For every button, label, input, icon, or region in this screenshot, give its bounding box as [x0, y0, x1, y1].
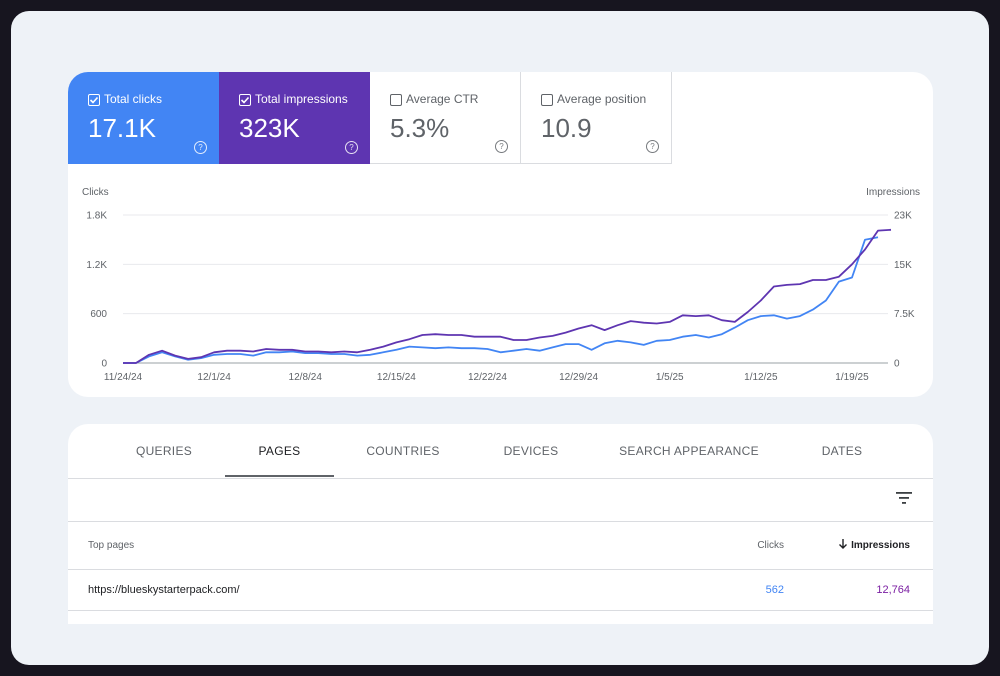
- series-line-impressions[interactable]: [123, 228, 892, 364]
- metric-average-position[interactable]: Average position 10.9 ?: [521, 72, 672, 164]
- x-axis-tick-label: 11/24/24: [104, 372, 143, 383]
- metric-label: Total clicks: [104, 92, 163, 106]
- right-axis-tick-label: 0: [894, 359, 900, 370]
- row-clicks-value: 562: [765, 584, 784, 596]
- table-toolbar: [68, 479, 933, 522]
- help-icon[interactable]: ?: [646, 140, 659, 153]
- metric-value: 323K: [239, 113, 300, 143]
- app-frame: Total clicks 17.1K ? Total impressions 3…: [11, 11, 989, 665]
- tab-devices[interactable]: DEVICES: [503, 444, 559, 458]
- tab-pages[interactable]: PAGES: [258, 444, 301, 458]
- tab-queries[interactable]: QUERIES: [135, 444, 193, 458]
- x-axis-tick-label: 12/22/24: [468, 372, 507, 383]
- column-header-top-pages[interactable]: Top pages: [88, 540, 135, 551]
- right-axis-tick-label: 7.5K: [894, 309, 915, 320]
- performance-card: Total clicks 17.1K ? Total impressions 3…: [68, 72, 933, 397]
- x-axis-tick-label: 1/5/25: [656, 372, 684, 383]
- series-line-clicks[interactable]: [123, 236, 879, 364]
- left-axis-tick-label: 1.2K: [86, 260, 107, 271]
- checkbox-unchecked-icon[interactable]: [541, 94, 553, 106]
- table-row[interactable]: https://blueskystarterpack.com/ 562 12,7…: [68, 570, 933, 611]
- left-axis-tick-label: 0: [101, 359, 107, 370]
- checkbox-checked-icon[interactable]: [239, 94, 251, 106]
- filter-icon[interactable]: [895, 491, 913, 505]
- help-icon[interactable]: ?: [194, 141, 207, 154]
- help-icon[interactable]: ?: [495, 140, 508, 153]
- report-table-card: QUERIES PAGES COUNTRIES DEVICES SEARCH A…: [68, 424, 933, 624]
- metric-label: Average position: [557, 92, 647, 106]
- metric-total-impressions[interactable]: Total impressions 323K ?: [219, 72, 370, 164]
- metric-label: Total impressions: [255, 92, 348, 106]
- x-axis-tick-label: 12/8/24: [289, 372, 323, 383]
- metric-label: Average CTR: [406, 92, 479, 106]
- row-impressions-value: 12,764: [876, 584, 910, 596]
- metric-total-clicks[interactable]: Total clicks 17.1K ?: [68, 72, 219, 164]
- metric-value: 5.3%: [390, 113, 450, 143]
- column-header-clicks[interactable]: Clicks: [757, 540, 784, 551]
- help-icon[interactable]: ?: [345, 141, 358, 154]
- checkbox-checked-icon[interactable]: [88, 94, 100, 106]
- column-header-impressions[interactable]: Impressions: [851, 540, 910, 551]
- metric-value: 17.1K: [88, 113, 156, 143]
- metric-average-ctr[interactable]: Average CTR 5.3% ?: [370, 72, 521, 164]
- right-axis-tick-label: 23K: [894, 211, 912, 222]
- tab-countries[interactable]: COUNTRIES: [366, 444, 440, 458]
- right-axis-tick-label: 15K: [894, 260, 912, 271]
- x-axis-tick-label: 12/1/24: [197, 372, 231, 383]
- right-axis-title: Impressions: [866, 187, 920, 198]
- table-header: Top pages Clicks Impressions: [68, 522, 933, 570]
- performance-chart[interactable]: Clicks Impressions 0 0 600 7.5K 1.2K 15K 1.8K 2…: [68, 177, 933, 387]
- tab-bar: QUERIES PAGES COUNTRIES DEVICES SEARCH A…: [68, 424, 933, 479]
- x-axis-tick-label: 12/29/24: [559, 372, 598, 383]
- tab-dates[interactable]: DATES: [821, 444, 863, 458]
- tab-search-appearance[interactable]: SEARCH APPEARANCE: [619, 444, 759, 458]
- metric-value: 10.9: [541, 113, 592, 143]
- x-axis-tick-label: 12/15/24: [377, 372, 416, 383]
- sort-descending-icon[interactable]: [838, 538, 848, 550]
- left-axis-title: Clicks: [82, 187, 109, 198]
- x-axis-tick-label: 1/19/25: [835, 372, 869, 383]
- x-axis-tick-label: 1/12/25: [744, 372, 778, 383]
- page-url[interactable]: https://blueskystarterpack.com/: [88, 584, 240, 596]
- active-tab-indicator: [225, 475, 334, 477]
- left-axis-tick-label: 600: [90, 309, 107, 320]
- left-axis-tick-label: 1.8K: [86, 211, 107, 222]
- checkbox-unchecked-icon[interactable]: [390, 94, 402, 106]
